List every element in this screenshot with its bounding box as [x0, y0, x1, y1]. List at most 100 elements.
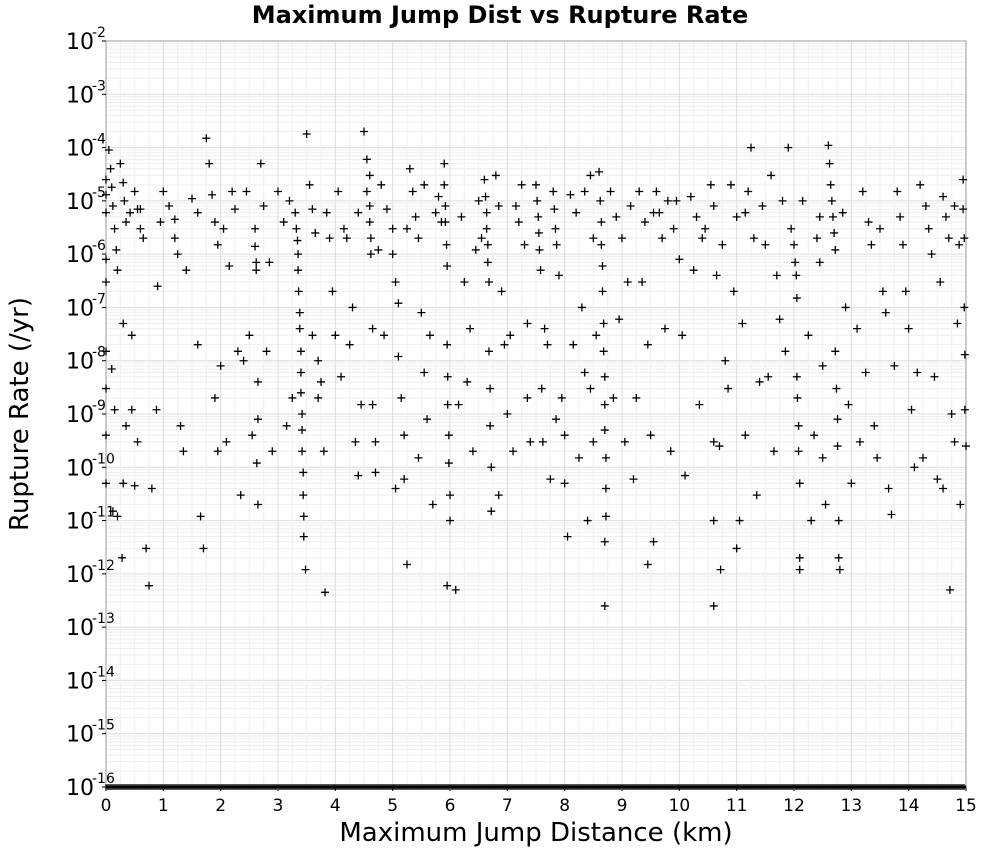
y-tick-label: 10 [66, 510, 94, 535]
data-point [921, 202, 930, 211]
data-point [632, 393, 641, 402]
data-point [646, 431, 655, 440]
data-point [807, 516, 816, 525]
data-point [870, 421, 879, 430]
data-point [890, 361, 899, 370]
data-point [738, 319, 747, 328]
data-point [904, 324, 913, 333]
data-point [252, 258, 261, 267]
data-point [414, 234, 423, 243]
data-point [474, 196, 483, 205]
data-point [299, 512, 308, 521]
data-point [520, 240, 529, 249]
data-point [523, 393, 532, 402]
data-point [810, 431, 819, 440]
data-point [491, 171, 500, 180]
data-point [698, 234, 707, 243]
data-point [248, 431, 257, 440]
x-axis: 0 1 2 3 4 5 6 7 8 9 10 11 12 13 14 15 [101, 787, 977, 816]
data-point [366, 234, 375, 243]
data-point [939, 192, 948, 201]
y-tick-label: 10 [66, 563, 94, 588]
data-point [936, 278, 945, 287]
data-point [887, 510, 896, 519]
data-point [597, 240, 606, 249]
data-point [486, 421, 495, 430]
data-point [348, 303, 357, 312]
data-point [709, 601, 718, 610]
data-point [947, 410, 956, 418]
y-tick-exponent: -10 [92, 451, 115, 467]
data-point [414, 453, 423, 462]
data-point [253, 377, 262, 386]
x-tick-label: 13 [841, 796, 863, 816]
y-tick-exponent: -16 [92, 771, 115, 787]
data-point [955, 240, 964, 249]
data-point [446, 491, 454, 500]
data-point [598, 287, 607, 296]
data-point [233, 347, 242, 356]
data-point [471, 245, 480, 254]
data-point [769, 447, 778, 456]
y-tick-label: 10 [66, 723, 94, 748]
data-point [176, 421, 185, 430]
data-point [669, 224, 678, 233]
data-point [251, 224, 260, 233]
data-point [394, 352, 403, 361]
data-point [319, 447, 328, 456]
data-point [295, 308, 304, 317]
data-point [102, 190, 110, 199]
data-point [374, 245, 383, 254]
data-point [794, 447, 803, 456]
data-point [901, 287, 910, 296]
data-point [145, 581, 153, 590]
data-point [440, 180, 449, 189]
data-point [601, 512, 610, 521]
data-point [551, 224, 560, 233]
x-tick-label: 15 [955, 796, 977, 816]
data-point [534, 212, 543, 221]
data-point [752, 491, 761, 500]
data-point [106, 164, 115, 173]
data-point [440, 159, 449, 168]
data-point [102, 255, 110, 264]
data-point [202, 134, 211, 143]
data-point [487, 463, 496, 472]
data-point [560, 479, 569, 488]
data-point [609, 393, 618, 402]
data-point [403, 224, 411, 233]
data-point [119, 479, 128, 488]
data-point [170, 215, 179, 224]
data-point [133, 437, 142, 446]
data-point [503, 410, 512, 418]
data-point [933, 475, 942, 484]
data-point [626, 202, 635, 211]
data-point [153, 282, 162, 291]
data-point [681, 471, 690, 480]
data-point [721, 356, 730, 365]
y-tick-exponent: -4 [92, 132, 106, 148]
data-point [102, 208, 110, 217]
data-point [726, 180, 735, 189]
data-point [321, 588, 330, 597]
data-point [251, 242, 260, 251]
data-point [420, 180, 429, 189]
data-point [242, 187, 251, 196]
data-point [314, 356, 323, 365]
data-point [425, 331, 434, 340]
data-point [119, 178, 128, 187]
data-point [294, 266, 303, 275]
data-point [262, 347, 271, 356]
data-point [408, 187, 417, 196]
data-point [661, 324, 669, 333]
data-point [253, 500, 262, 509]
data-point [919, 453, 927, 462]
y-tick-label: 10 [66, 296, 94, 321]
data-point [741, 431, 750, 440]
data-point [388, 224, 397, 233]
data-point [606, 187, 615, 196]
data-point [311, 228, 320, 237]
data-point [795, 565, 804, 574]
data-point [268, 447, 277, 456]
data-point [959, 205, 968, 214]
